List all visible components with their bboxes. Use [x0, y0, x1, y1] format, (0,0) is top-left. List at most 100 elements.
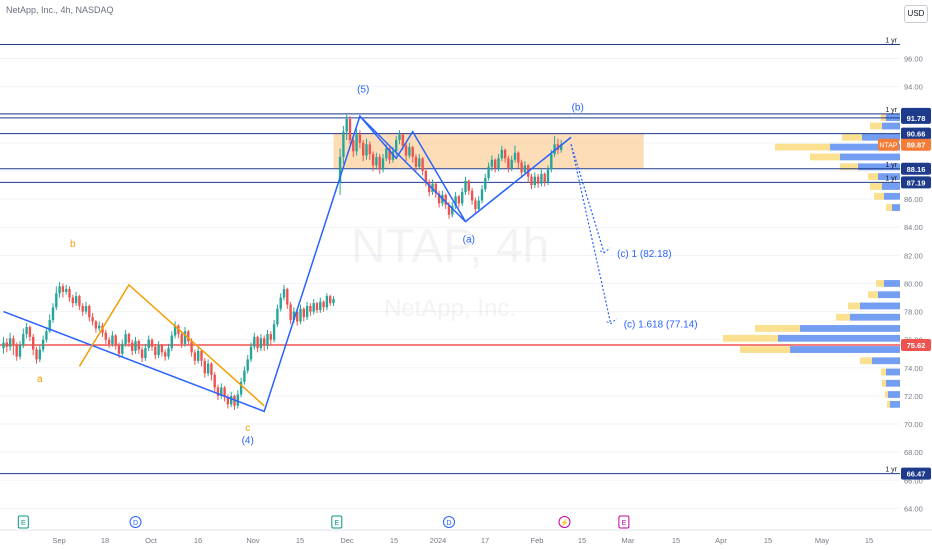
currency-button[interactable]: USD — [904, 5, 928, 23]
candle-body — [180, 334, 183, 344]
candle-body — [292, 311, 296, 321]
candle-body — [418, 158, 421, 167]
candle-body — [447, 204, 451, 215]
candle-body — [470, 190, 474, 201]
time-tick-label: Mar — [622, 536, 635, 545]
candle-body — [230, 395, 233, 405]
volume-bar-down — [890, 400, 900, 408]
price-line-label: 1 yr — [885, 107, 897, 114]
price-line-tag-bg — [901, 162, 931, 175]
candle-body — [378, 156, 381, 170]
volume-bar-up — [842, 133, 862, 141]
candle-body — [121, 343, 124, 354]
candle-body — [197, 350, 200, 361]
candle-body — [144, 348, 147, 358]
candle-body — [233, 395, 236, 406]
candle-body — [160, 345, 164, 353]
candle-body — [454, 196, 457, 207]
volume-bar-up — [868, 173, 878, 181]
time-axis: Sep 18 Oct 16 Nov 15 Dec 15 2024 17 Feb 15 Mar 15 Apr 1… — [0, 529, 932, 550]
candle-body — [540, 173, 543, 184]
candle-body — [71, 297, 74, 304]
candle-body — [22, 334, 25, 346]
candle-body — [150, 339, 154, 347]
candle-body — [65, 289, 68, 292]
candle-body — [315, 303, 319, 311]
volume-bar-down — [886, 379, 900, 387]
candle-body — [404, 145, 408, 156]
axis-tick-label: 86.00 — [904, 195, 923, 204]
volume-bar-up — [840, 163, 858, 171]
candle-body — [15, 345, 18, 357]
candle-body — [213, 374, 216, 388]
candle-body — [88, 305, 91, 318]
candle-body — [45, 331, 48, 340]
candle-body — [411, 147, 414, 157]
event-markers[interactable]: E D E D ⚡ E — [17, 515, 630, 529]
candle-body — [461, 192, 464, 204]
volume-bar-down — [778, 334, 900, 342]
volume-bar-down — [872, 357, 900, 365]
volume-bar-down — [882, 122, 900, 130]
volume-bar-down — [850, 313, 900, 321]
time-axis-background — [0, 530, 932, 550]
candle-body — [474, 200, 477, 209]
candle-body — [127, 334, 131, 343]
event-marker-circle — [129, 516, 142, 528]
candle-body — [236, 394, 239, 406]
candle-body — [91, 317, 94, 322]
candle-body — [550, 154, 553, 170]
volume-profile — [723, 114, 900, 408]
wave-label: c — [245, 423, 250, 434]
time-tick-label: 15 — [865, 536, 873, 545]
candle-body — [365, 144, 368, 156]
wave-label: (4) — [242, 436, 254, 447]
candle-body — [190, 341, 193, 353]
candle-body — [167, 348, 170, 357]
candle-body — [68, 289, 71, 298]
candle-body — [78, 296, 81, 306]
candle-body — [253, 336, 256, 347]
price-line-label: 1 yr — [885, 162, 897, 169]
volume-bar-down — [858, 163, 900, 171]
candle-body — [164, 352, 167, 357]
candle-body — [362, 142, 365, 156]
support-tag-bg — [901, 339, 931, 352]
event-marker-box — [618, 515, 630, 529]
projection-arrow — [606, 318, 618, 325]
candle-body — [434, 183, 437, 194]
candle-body — [48, 320, 51, 332]
candle-body — [513, 152, 517, 160]
candle-body — [104, 332, 107, 340]
candle-body — [371, 154, 375, 166]
candle-body — [137, 341, 140, 350]
candle-body — [117, 345, 121, 354]
watermark-symbol: NTAP, 4h — [351, 220, 549, 273]
candle-body — [223, 387, 226, 398]
symbol-tag: NTAP — [879, 143, 897, 150]
projection-label: (c) 1.618 (77.14) — [624, 320, 698, 331]
candle-body — [81, 305, 84, 312]
event-marker-label: ⚡ — [560, 518, 569, 527]
price-line-label: 1 yr — [885, 467, 897, 474]
candle-body — [28, 327, 32, 337]
candle-body — [530, 176, 533, 186]
price-line-tag: 66.47 — [907, 470, 926, 479]
candle-body — [203, 360, 206, 374]
candle-body — [193, 352, 197, 361]
volume-bar-up — [868, 291, 878, 299]
candle-body — [385, 148, 388, 159]
axis-tick-label: 66.00 — [904, 476, 923, 485]
volume-bar-down — [830, 143, 900, 151]
candle-body — [484, 178, 487, 190]
time-tick-label: 17 — [481, 536, 489, 545]
event-marker-box — [17, 515, 29, 529]
candle-body — [55, 293, 58, 308]
candle-body — [312, 303, 315, 312]
candle-body — [520, 162, 523, 173]
projection-arrow — [599, 247, 611, 254]
wave-label: (5) — [357, 84, 369, 95]
axis-tick-label: 78.00 — [904, 308, 923, 317]
event-marker-circle — [443, 516, 455, 528]
